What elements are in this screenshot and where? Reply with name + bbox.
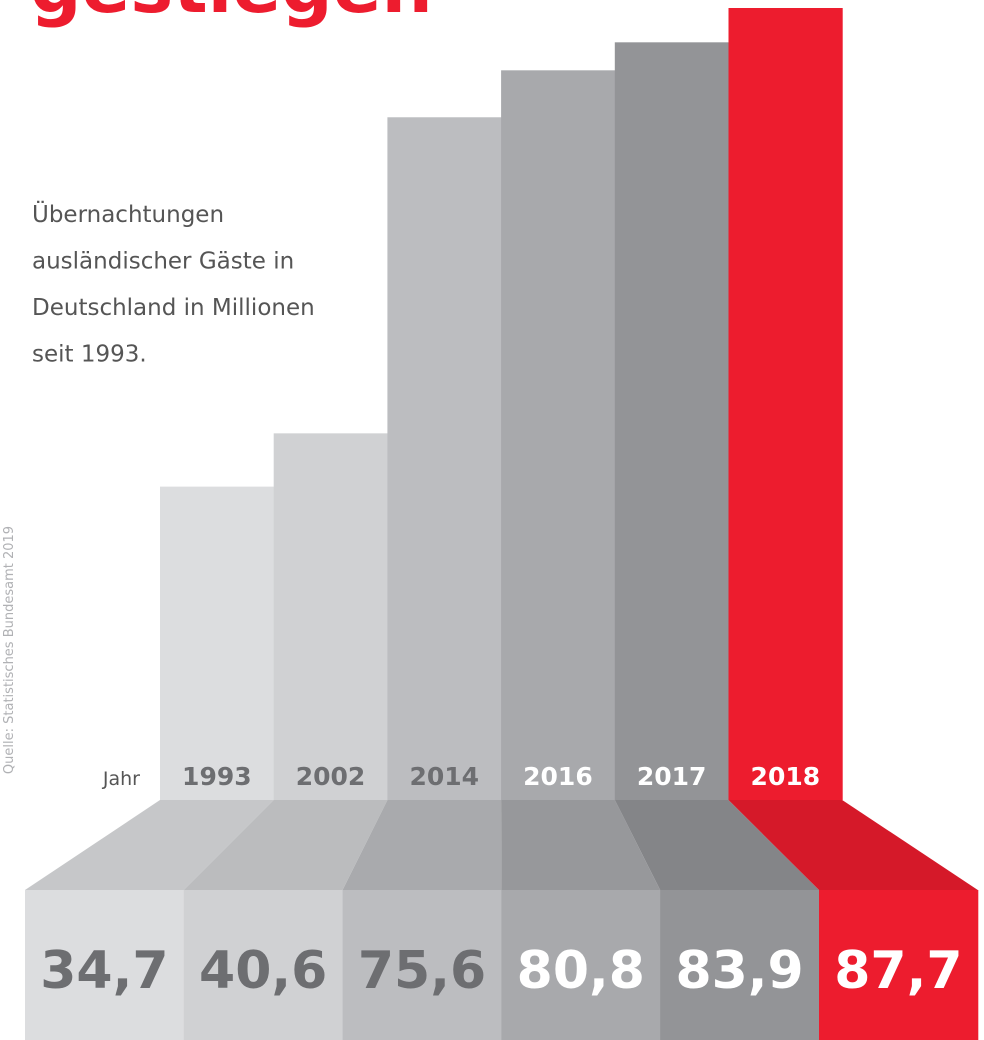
value-label: 83,9	[675, 941, 803, 1001]
value-panel	[183, 890, 344, 1040]
subtitle-line: Übernachtungen	[32, 200, 224, 228]
value-label: 75,6	[358, 941, 486, 1001]
value-label: 40,6	[199, 941, 327, 1001]
bar	[728, 8, 843, 800]
perspective-band	[728, 800, 978, 890]
perspective-band	[614, 800, 819, 890]
x-tick-label: 2016	[523, 762, 593, 791]
bar	[160, 486, 275, 800]
x-tick-label: 2002	[296, 762, 366, 791]
x-tick-label: 2014	[409, 762, 479, 791]
category-label: Jahr	[102, 768, 140, 790]
source: Quelle: Statistisches Bundesamt 2019	[2, 526, 17, 774]
value-panel	[501, 890, 661, 1040]
subtitle-line: ausländischer Gäste in	[32, 249, 294, 275]
bar	[614, 42, 729, 800]
value-label: 34,7	[40, 941, 168, 1001]
value-label: 80,8	[517, 941, 645, 1001]
perspective-band	[25, 800, 274, 890]
x-tick-label: 1993	[182, 762, 252, 791]
bar	[387, 117, 502, 800]
value-panel	[342, 890, 502, 1040]
value-label: 87,7	[834, 941, 962, 1001]
value-panel	[660, 890, 820, 1040]
perspective-band	[342, 800, 502, 890]
bar	[273, 433, 388, 800]
x-tick-label: 2018	[751, 762, 821, 791]
value-panel	[25, 890, 185, 1040]
perspective-band	[501, 800, 661, 890]
value-panel	[819, 890, 979, 1040]
perspective-band	[183, 800, 388, 890]
x-tick-label: 2017	[637, 762, 707, 791]
subtitle-line: Deutschland in Millionen	[32, 295, 315, 321]
chart-title: gestiegen	[30, 0, 433, 29]
bar	[501, 70, 616, 800]
subtitle-line: seit 1993.	[32, 342, 147, 368]
